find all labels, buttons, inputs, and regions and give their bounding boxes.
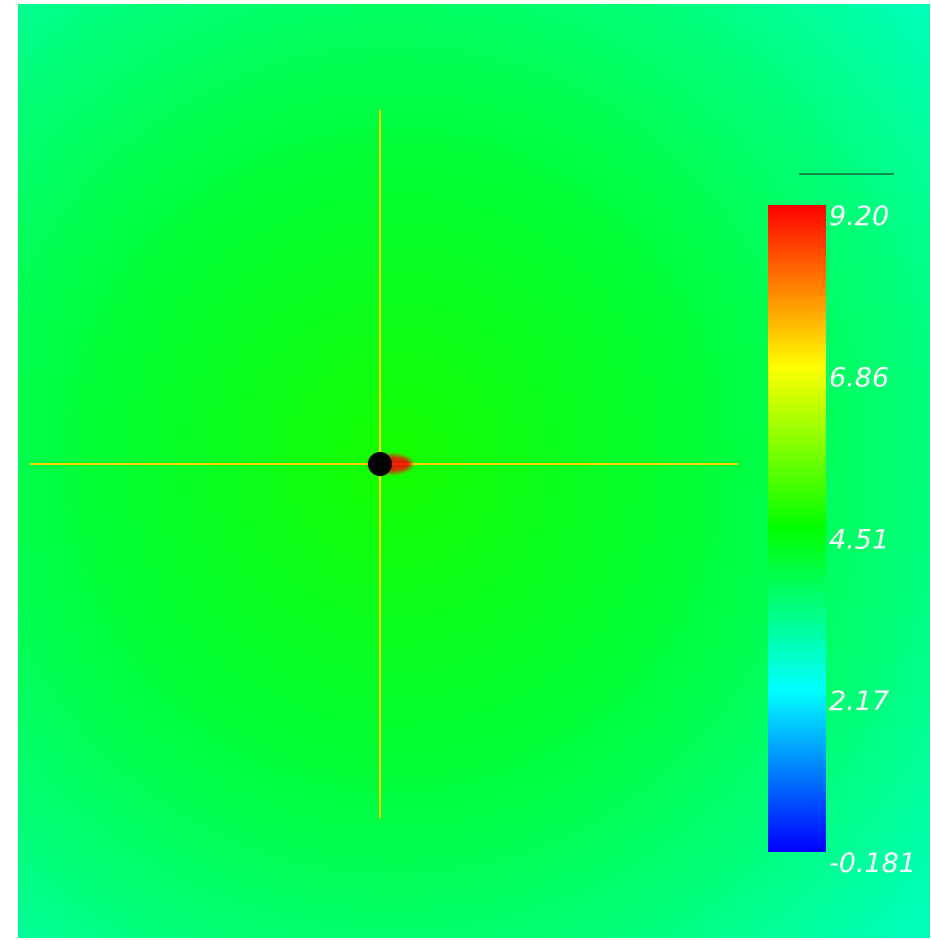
center-marker bbox=[368, 452, 392, 476]
colorbar-tick-label: 6.86 bbox=[829, 362, 889, 393]
colorbar bbox=[768, 205, 826, 852]
colorbar-tick-label: 9.20 bbox=[829, 201, 889, 232]
colorbar-tick-label: 4.51 bbox=[829, 524, 889, 555]
colorbar-tick-label: 2.17 bbox=[829, 686, 889, 717]
colorbar-tick-label: -0.181 bbox=[829, 848, 916, 879]
colorbar-ticks: 9.20 6.86 4.51 2.17 -0.181 bbox=[829, 201, 916, 879]
